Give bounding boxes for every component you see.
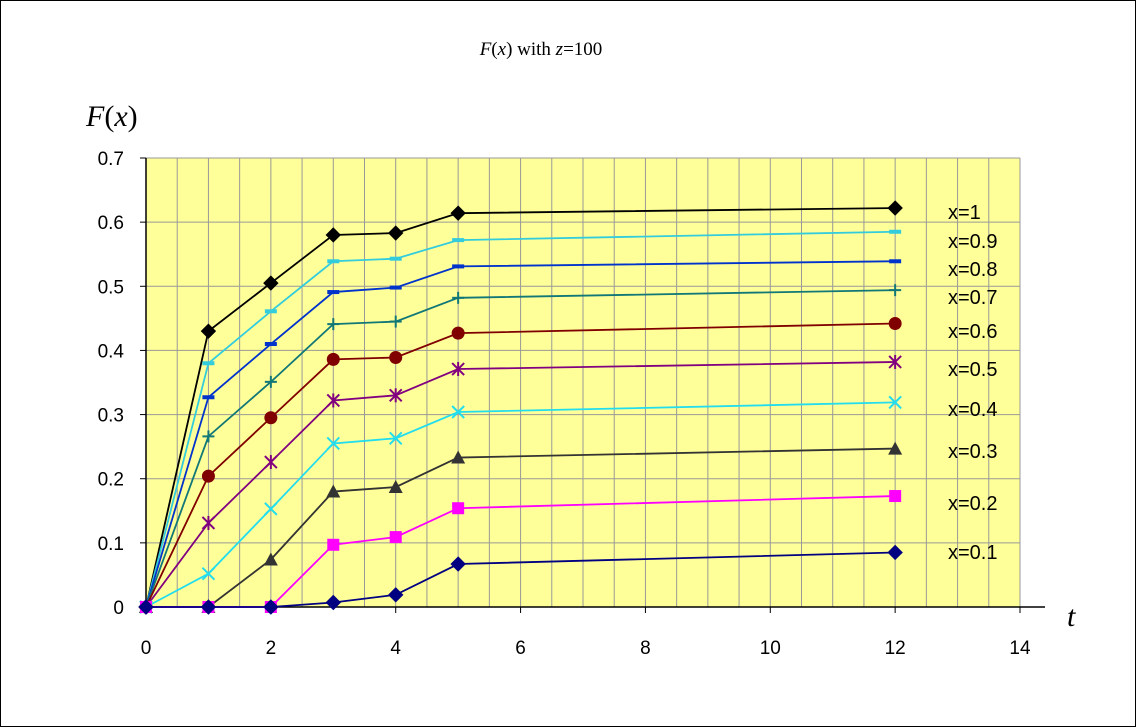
title-part-with: ) with <box>506 39 556 60</box>
data-point-dash <box>390 286 402 290</box>
series-label: x=0.8 <box>948 259 997 281</box>
data-point-circle <box>264 411 277 424</box>
data-point-dash <box>327 290 339 294</box>
data-point-circle <box>452 327 465 340</box>
ylabel-part-f: F <box>85 100 105 133</box>
chart-title: F(x) with z=100 <box>479 39 603 60</box>
data-point-circle <box>327 353 340 366</box>
plot-area: 0 0.1 0.2 0.3 0.4 0.5 0.6 0.7 0 2 4 6 8 10 12 14 x=1 x=0.… <box>98 149 1045 659</box>
y-tick-label: 0.5 <box>98 277 124 298</box>
series-label: x=0.2 <box>948 493 997 515</box>
x-tick-label: 10 <box>760 638 781 659</box>
series-label: x=0.1 <box>948 542 997 564</box>
title-part-value: =100 <box>563 39 602 60</box>
data-point-circle <box>889 317 902 330</box>
x-tick-label: 0 <box>141 638 152 659</box>
data-point-circle <box>202 470 215 483</box>
data-point-square <box>327 539 339 551</box>
ylabel-part-open-paren: ( <box>104 100 114 133</box>
data-point-dash <box>202 395 214 399</box>
x-tick-label: 4 <box>390 638 401 659</box>
data-point-square <box>452 502 464 514</box>
data-point-dash <box>390 257 402 261</box>
ylabel-part-close-paren: ) <box>128 100 138 133</box>
y-tick-label: 0.6 <box>98 213 124 234</box>
data-point-dash <box>889 230 901 234</box>
x-tick-label: 12 <box>885 638 906 659</box>
x-axis-label: t <box>1067 600 1076 633</box>
x-tick-label: 14 <box>1009 638 1031 659</box>
x-tick-label: 6 <box>515 638 526 659</box>
y-axis-label: F(x) <box>85 100 138 133</box>
y-tick-label: 0.3 <box>98 406 124 427</box>
x-tick-label: 8 <box>640 638 651 659</box>
data-point-dash <box>452 264 464 268</box>
data-point-dash <box>889 259 901 263</box>
data-point-dash <box>202 361 214 365</box>
data-point-circle <box>389 351 402 364</box>
x-tick-label: 2 <box>266 638 277 659</box>
data-point-square <box>889 490 901 502</box>
y-tick-label: 0.1 <box>98 534 124 555</box>
series-label: x=0.9 <box>948 231 997 253</box>
data-point-square <box>390 531 402 543</box>
series-label: x=0.4 <box>948 399 997 421</box>
series-label: x=1 <box>948 202 981 224</box>
y-tick-label: 0.7 <box>98 149 124 170</box>
series-label: x=0.5 <box>948 359 997 381</box>
y-tick-label: 0 <box>113 598 124 619</box>
y-tick-label: 0.4 <box>98 341 125 362</box>
data-point-dash <box>265 342 277 346</box>
ylabel-part-x: x <box>113 100 128 133</box>
data-point-dash <box>265 309 277 313</box>
data-point-dash <box>452 238 464 242</box>
series-label: x=0.6 <box>948 321 997 343</box>
title-part-f: F <box>479 39 492 60</box>
data-point-dash <box>327 259 339 263</box>
series-label: x=0.3 <box>948 441 997 463</box>
y-tick-label: 0.2 <box>98 470 124 491</box>
series-label: x=0.7 <box>948 287 997 309</box>
